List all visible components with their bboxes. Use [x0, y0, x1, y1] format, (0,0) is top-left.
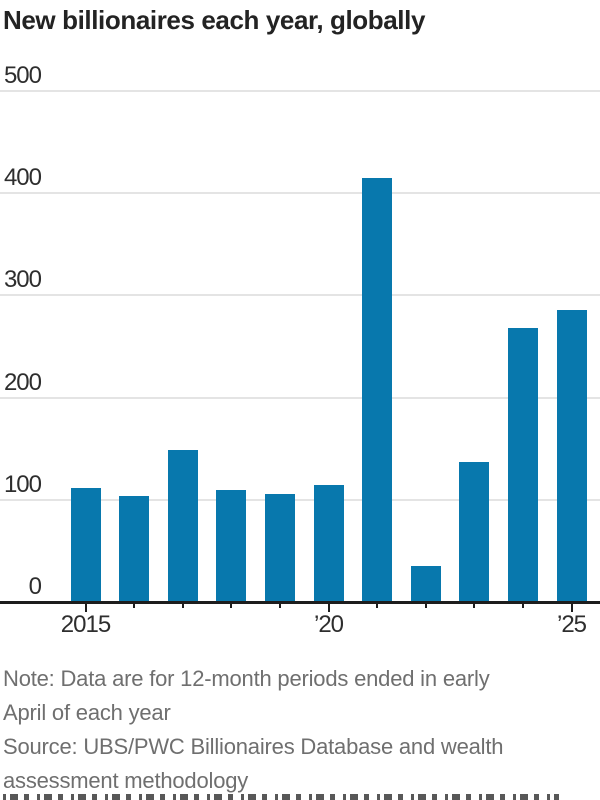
- x-tick: [84, 603, 87, 612]
- x-tick: [327, 603, 330, 612]
- y-gridline: [0, 192, 600, 195]
- bar-2016: [119, 495, 150, 602]
- y-gridline: [0, 396, 600, 399]
- bar-2015: [70, 487, 101, 602]
- x-tick: [521, 603, 524, 608]
- bar-2024: [507, 328, 538, 602]
- x-tick: [181, 603, 184, 608]
- x-tick: [570, 603, 573, 612]
- y-axis-label: 200: [3, 368, 42, 396]
- bar-2021: [362, 177, 393, 602]
- y-axis-label: 300: [3, 266, 42, 294]
- source-line-2: assessment methodology: [3, 768, 249, 793]
- bar-2019: [264, 493, 295, 602]
- note-line-2: April of each year: [3, 700, 171, 725]
- bar-2018: [216, 489, 247, 602]
- y-gridline: [0, 498, 600, 501]
- bar-2023: [459, 461, 490, 602]
- note-line-1: Note: Data are for 12-month periods ende…: [3, 666, 490, 691]
- x-tick: [473, 603, 476, 608]
- x-tick: [424, 603, 427, 608]
- y-gridline: [0, 90, 600, 92]
- source-line-1: Source: UBS/PWC Billionaires Database an…: [3, 734, 504, 759]
- x-axis-label: ’25: [556, 611, 587, 638]
- x-tick: [230, 603, 233, 608]
- y-axis-label: 500: [3, 62, 42, 89]
- y-axis-label: 0: [28, 573, 42, 600]
- x-axis-label: ’20: [313, 611, 344, 638]
- bar-2025: [556, 309, 587, 602]
- bar-2017: [167, 449, 198, 602]
- y-axis-label: 100: [3, 470, 42, 498]
- y-axis-label: 400: [3, 164, 42, 192]
- x-axis-line: [0, 601, 600, 604]
- chart-title: New billionaires each year, globally: [3, 5, 426, 35]
- x-tick: [133, 603, 136, 608]
- y-gridline: [0, 294, 600, 297]
- x-axis-label: 2015: [60, 611, 111, 638]
- clipped-text-fragments: [3, 794, 559, 800]
- chart-footnotes: Note: Data are for 12-month periods ende…: [3, 662, 597, 798]
- bar-2022: [410, 566, 441, 602]
- x-tick: [376, 603, 379, 608]
- x-tick: [278, 603, 281, 608]
- bar-2020: [313, 485, 344, 602]
